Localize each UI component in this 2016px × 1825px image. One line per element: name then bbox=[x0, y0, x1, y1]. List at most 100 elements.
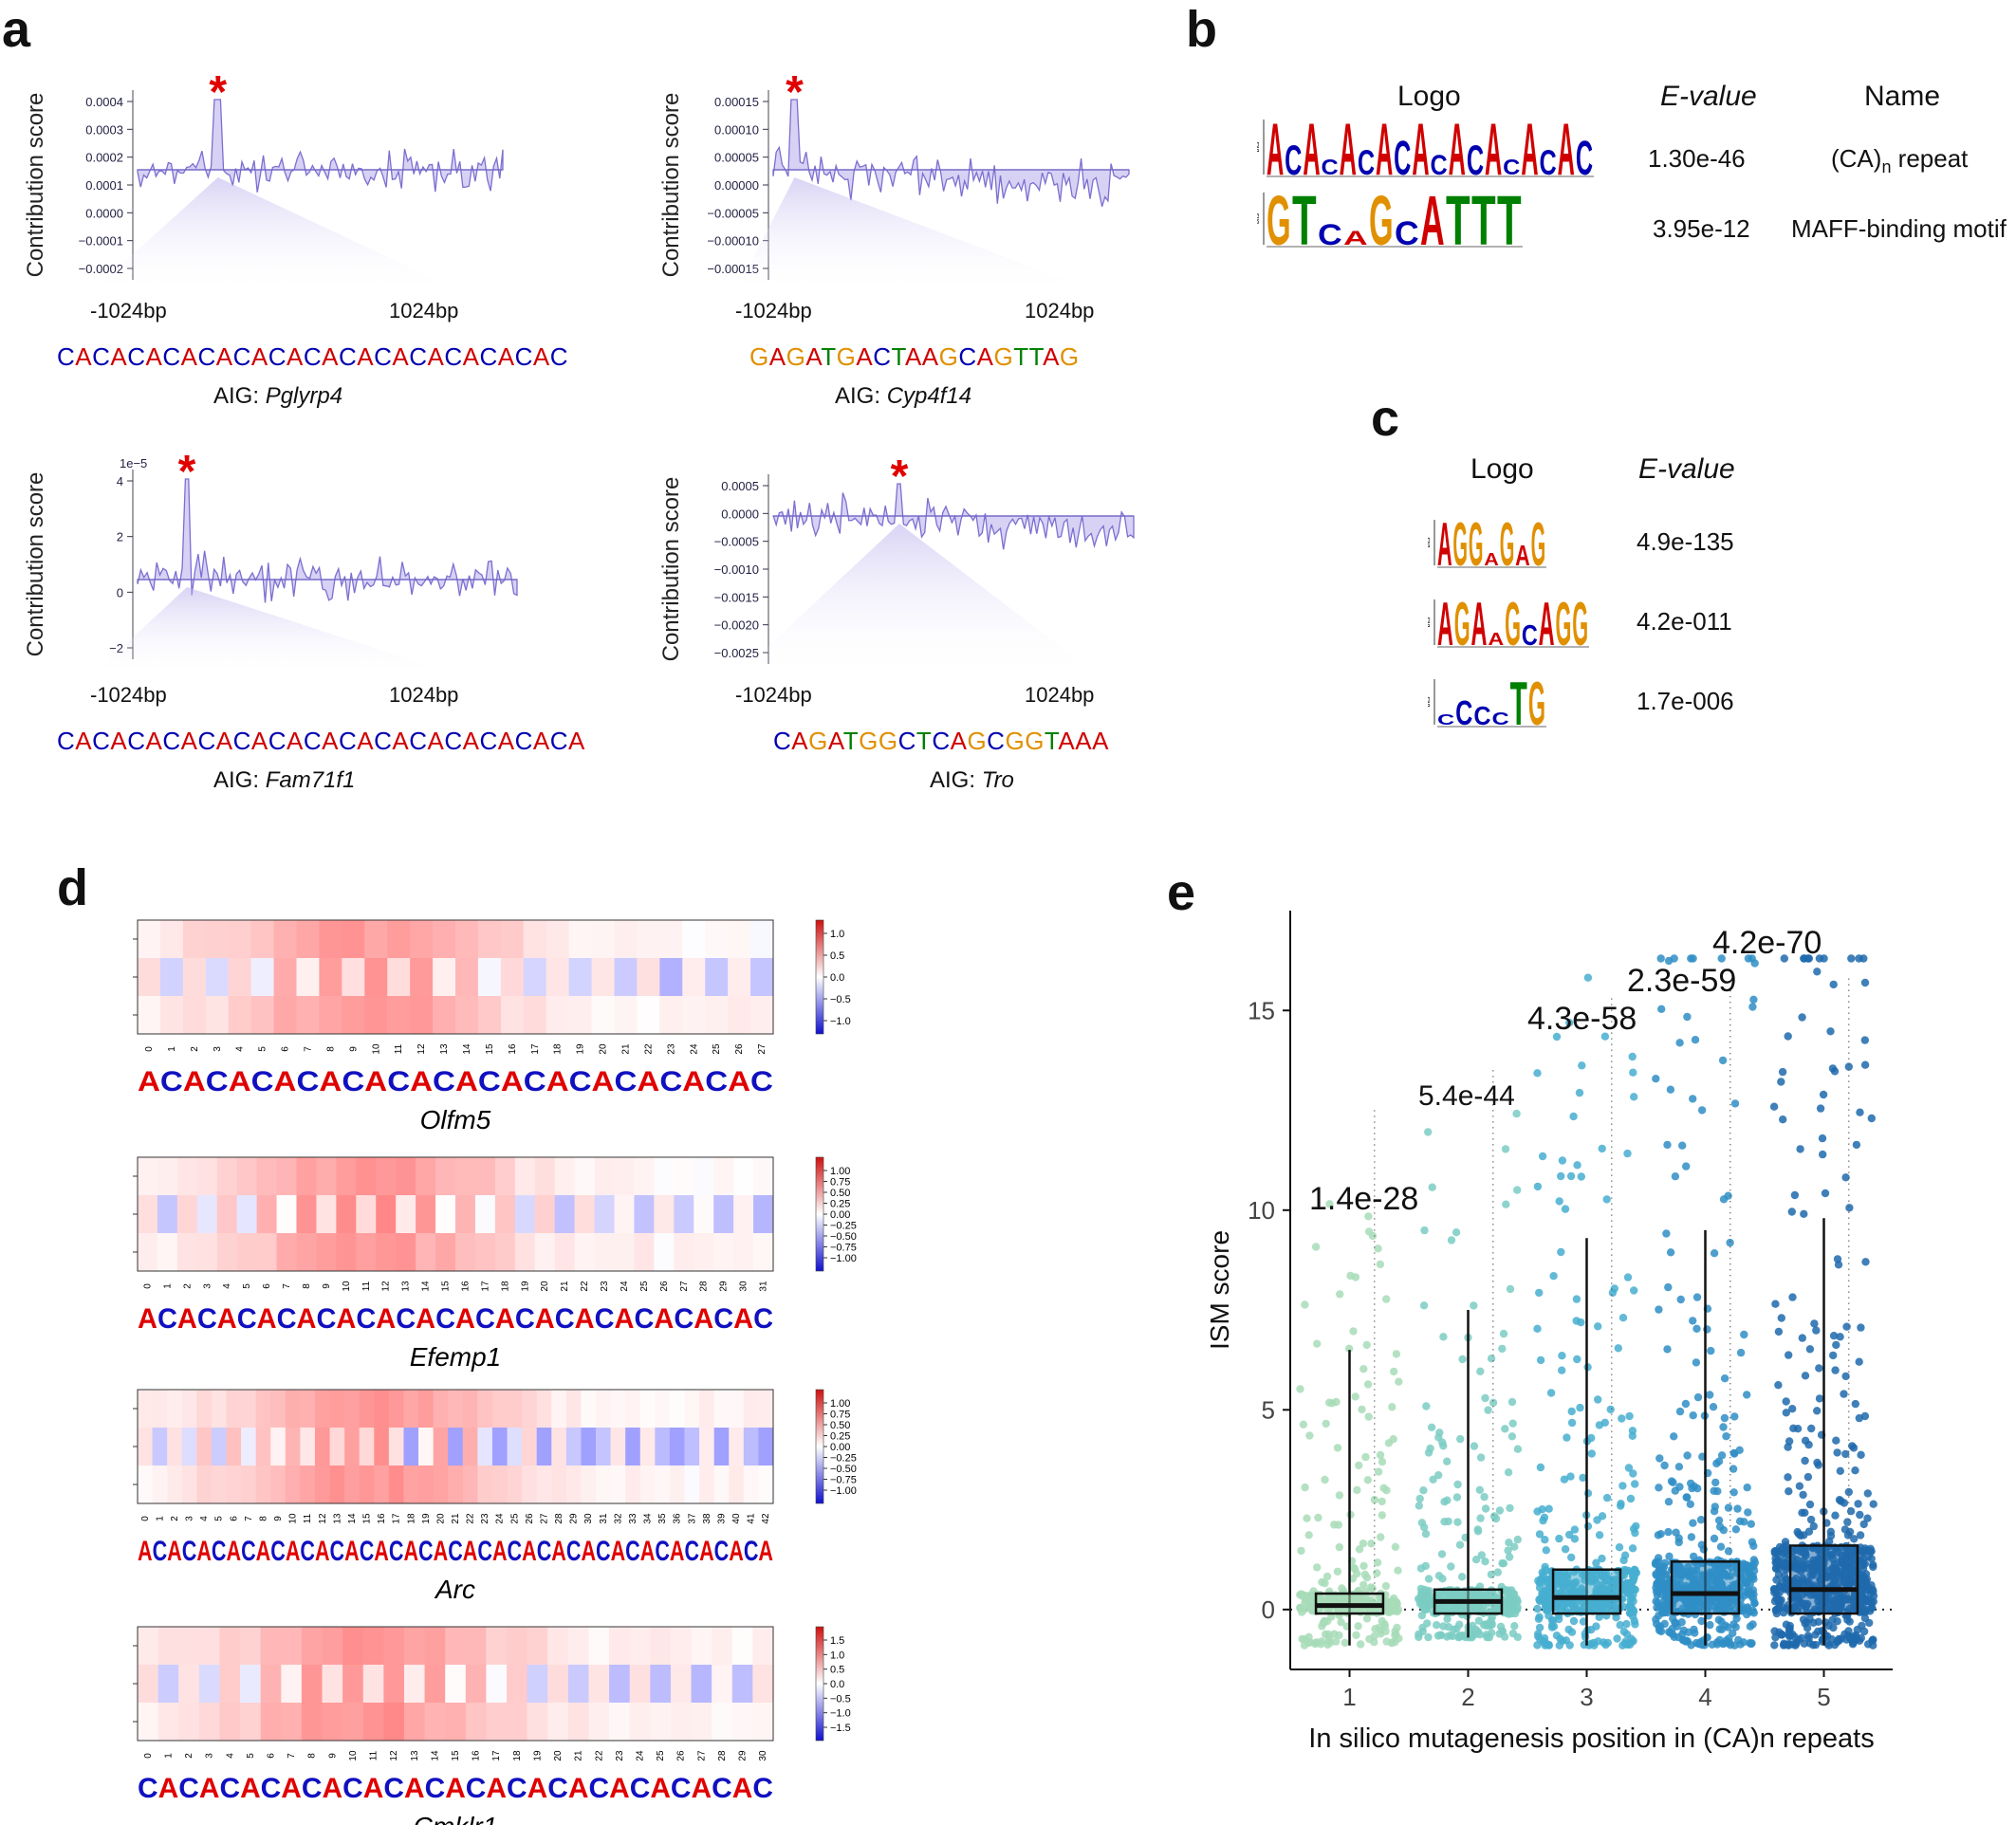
data-point bbox=[1729, 1629, 1737, 1638]
heatmap-cell bbox=[650, 1665, 672, 1704]
data-point bbox=[1656, 954, 1665, 963]
heatmap-cell bbox=[433, 920, 456, 959]
data-point bbox=[1544, 1641, 1553, 1650]
data-point bbox=[1335, 1631, 1343, 1640]
data-point bbox=[1771, 1606, 1781, 1614]
data-point bbox=[1622, 1619, 1631, 1629]
panel-c-evalue-3: 1.7e-006 bbox=[1637, 687, 1734, 715]
data-point bbox=[1779, 1543, 1787, 1553]
data-point bbox=[1669, 1614, 1677, 1623]
data-point bbox=[1370, 1495, 1379, 1504]
heatmap-cell bbox=[342, 1665, 364, 1704]
heatmap-cell bbox=[359, 1390, 375, 1429]
colorbar-label: 0.5 bbox=[830, 950, 844, 962]
heatmap-cell bbox=[316, 1195, 337, 1234]
heatmap-cell bbox=[364, 958, 388, 997]
heatmap-cell bbox=[383, 1703, 405, 1742]
data-point bbox=[1541, 1536, 1549, 1544]
position-label: 14 bbox=[347, 1513, 358, 1524]
data-point bbox=[1625, 1411, 1634, 1421]
data-point bbox=[1493, 1568, 1502, 1576]
data-point bbox=[1624, 1464, 1634, 1472]
heatmap-cell bbox=[159, 996, 184, 1035]
heatmap-cell bbox=[507, 1627, 528, 1666]
sequence-text: CACACACACACACACACACACACACACACA bbox=[57, 727, 585, 755]
data-point bbox=[1484, 1620, 1492, 1629]
heatmap-cell bbox=[211, 1466, 227, 1504]
data-point bbox=[1863, 1514, 1872, 1522]
position-label: 22 bbox=[466, 1513, 476, 1524]
colorbar-label: 0.75 bbox=[830, 1410, 850, 1421]
data-point bbox=[1798, 1013, 1806, 1022]
data-point bbox=[1481, 1504, 1490, 1513]
heatmap-cell bbox=[152, 1466, 168, 1504]
colorbar-label: 1.0 bbox=[830, 929, 844, 940]
data-point bbox=[1674, 1534, 1683, 1542]
heatmap-cell bbox=[276, 1157, 297, 1196]
data-point bbox=[1378, 1511, 1386, 1520]
logo-letter: A bbox=[1484, 549, 1499, 569]
data-point bbox=[1555, 1534, 1563, 1543]
panel-letter-a: a bbox=[2, 1, 31, 58]
data-point bbox=[1300, 1641, 1309, 1650]
data-point bbox=[1434, 1433, 1443, 1442]
heatmap-cell bbox=[591, 920, 615, 959]
data-point bbox=[1420, 1523, 1429, 1532]
data-point bbox=[1415, 1632, 1423, 1642]
data-point bbox=[1603, 1638, 1612, 1648]
heatmap-cell bbox=[196, 1390, 213, 1429]
panel-letter-c: c bbox=[1371, 390, 1400, 447]
heatmap-cell bbox=[356, 1195, 377, 1234]
ytick-label: 0.0000 bbox=[721, 507, 759, 521]
heatmap-cell bbox=[699, 1428, 715, 1466]
data-point bbox=[1729, 1465, 1738, 1473]
heatmap-cell bbox=[276, 1195, 297, 1234]
position-label: 20 bbox=[435, 1513, 446, 1524]
data-point bbox=[1627, 1581, 1636, 1590]
data-point bbox=[1377, 1533, 1385, 1541]
data-point bbox=[1546, 1389, 1556, 1397]
position-label: 38 bbox=[702, 1513, 712, 1524]
position-label: 16 bbox=[472, 1750, 482, 1761]
heatmap-cell bbox=[729, 1466, 745, 1504]
data-point bbox=[1666, 1248, 1675, 1257]
data-point bbox=[1501, 1425, 1509, 1433]
heatmap-cell bbox=[196, 1233, 218, 1272]
data-point bbox=[1819, 1090, 1828, 1099]
aig-gene-label: AIG: Fam71f1 bbox=[213, 767, 355, 793]
heatmap-cell bbox=[654, 1157, 675, 1196]
data-point bbox=[1507, 1432, 1517, 1441]
heatmap-cell bbox=[296, 920, 320, 959]
heatmap-cell bbox=[226, 1466, 242, 1504]
heatmap-cell bbox=[650, 1627, 672, 1666]
data-point bbox=[1440, 1498, 1449, 1506]
data-point bbox=[1565, 1530, 1574, 1539]
heatmap-cell bbox=[138, 1428, 153, 1466]
heatmap-cell bbox=[691, 1703, 712, 1742]
panel-b-header-name: Name bbox=[1864, 81, 1941, 112]
heatmap-cell bbox=[588, 1665, 610, 1704]
heatmap-cell bbox=[198, 1665, 220, 1704]
data-point bbox=[1849, 1444, 1859, 1452]
data-point bbox=[1809, 1521, 1818, 1531]
data-point bbox=[1866, 1607, 1875, 1615]
data-point bbox=[1615, 1543, 1624, 1552]
heatmap-cell bbox=[236, 1195, 258, 1234]
heatmap-cell bbox=[610, 1390, 626, 1429]
data-point bbox=[1495, 1506, 1505, 1515]
data-point bbox=[1600, 1032, 1610, 1041]
colorbar-label: −1.0 bbox=[830, 1016, 851, 1027]
position-label: 11 bbox=[369, 1750, 379, 1760]
data-point bbox=[1770, 1641, 1779, 1650]
data-point bbox=[1538, 1152, 1547, 1161]
logo-bits-label: bits bbox=[1428, 617, 1432, 627]
data-point bbox=[1793, 1527, 1802, 1537]
heatmap-cell bbox=[691, 1627, 712, 1666]
data-point bbox=[1489, 1398, 1498, 1407]
data-point bbox=[1805, 1345, 1815, 1354]
heatmap-cell bbox=[285, 1466, 301, 1504]
heatmap-cell bbox=[362, 1703, 384, 1742]
data-point bbox=[1332, 1637, 1341, 1646]
data-point bbox=[1576, 1403, 1584, 1412]
